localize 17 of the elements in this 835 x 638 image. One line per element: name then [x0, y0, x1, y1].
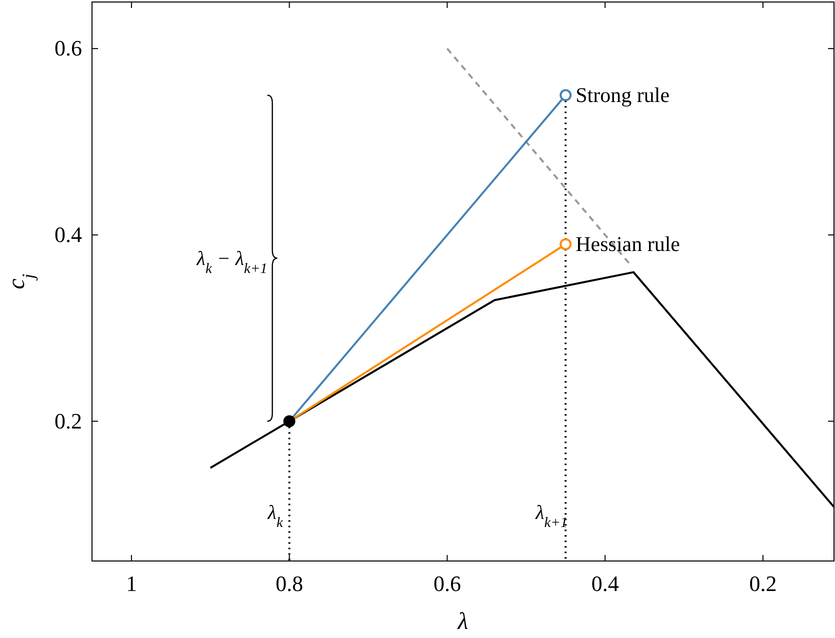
- point: [560, 238, 572, 250]
- x-tick-label: 1: [126, 571, 137, 596]
- point: [560, 89, 572, 102]
- annotation: λ$_{k}$: [266, 502, 284, 531]
- x-tick-label: 0.2: [749, 571, 777, 596]
- series-label: Hessian rule: [576, 232, 680, 256]
- x-tick-label: 0.4: [591, 571, 619, 596]
- x-tick-label: 0.6: [433, 571, 461, 596]
- x-tick-label: 0.8: [276, 571, 304, 596]
- annotation: λ$_{k}$ − λ$_{k+1}$: [196, 248, 268, 278]
- y-tick-label: 0.6: [54, 36, 82, 61]
- point: [283, 415, 296, 428]
- y-tick-label: 0.2: [54, 408, 82, 434]
- x-axis-title: λ: [456, 609, 468, 635]
- y-tick-label: 0.4: [54, 222, 82, 247]
- annotation: λ$_{k+1}$: [534, 502, 568, 531]
- series-label: Strong rule: [576, 83, 670, 108]
